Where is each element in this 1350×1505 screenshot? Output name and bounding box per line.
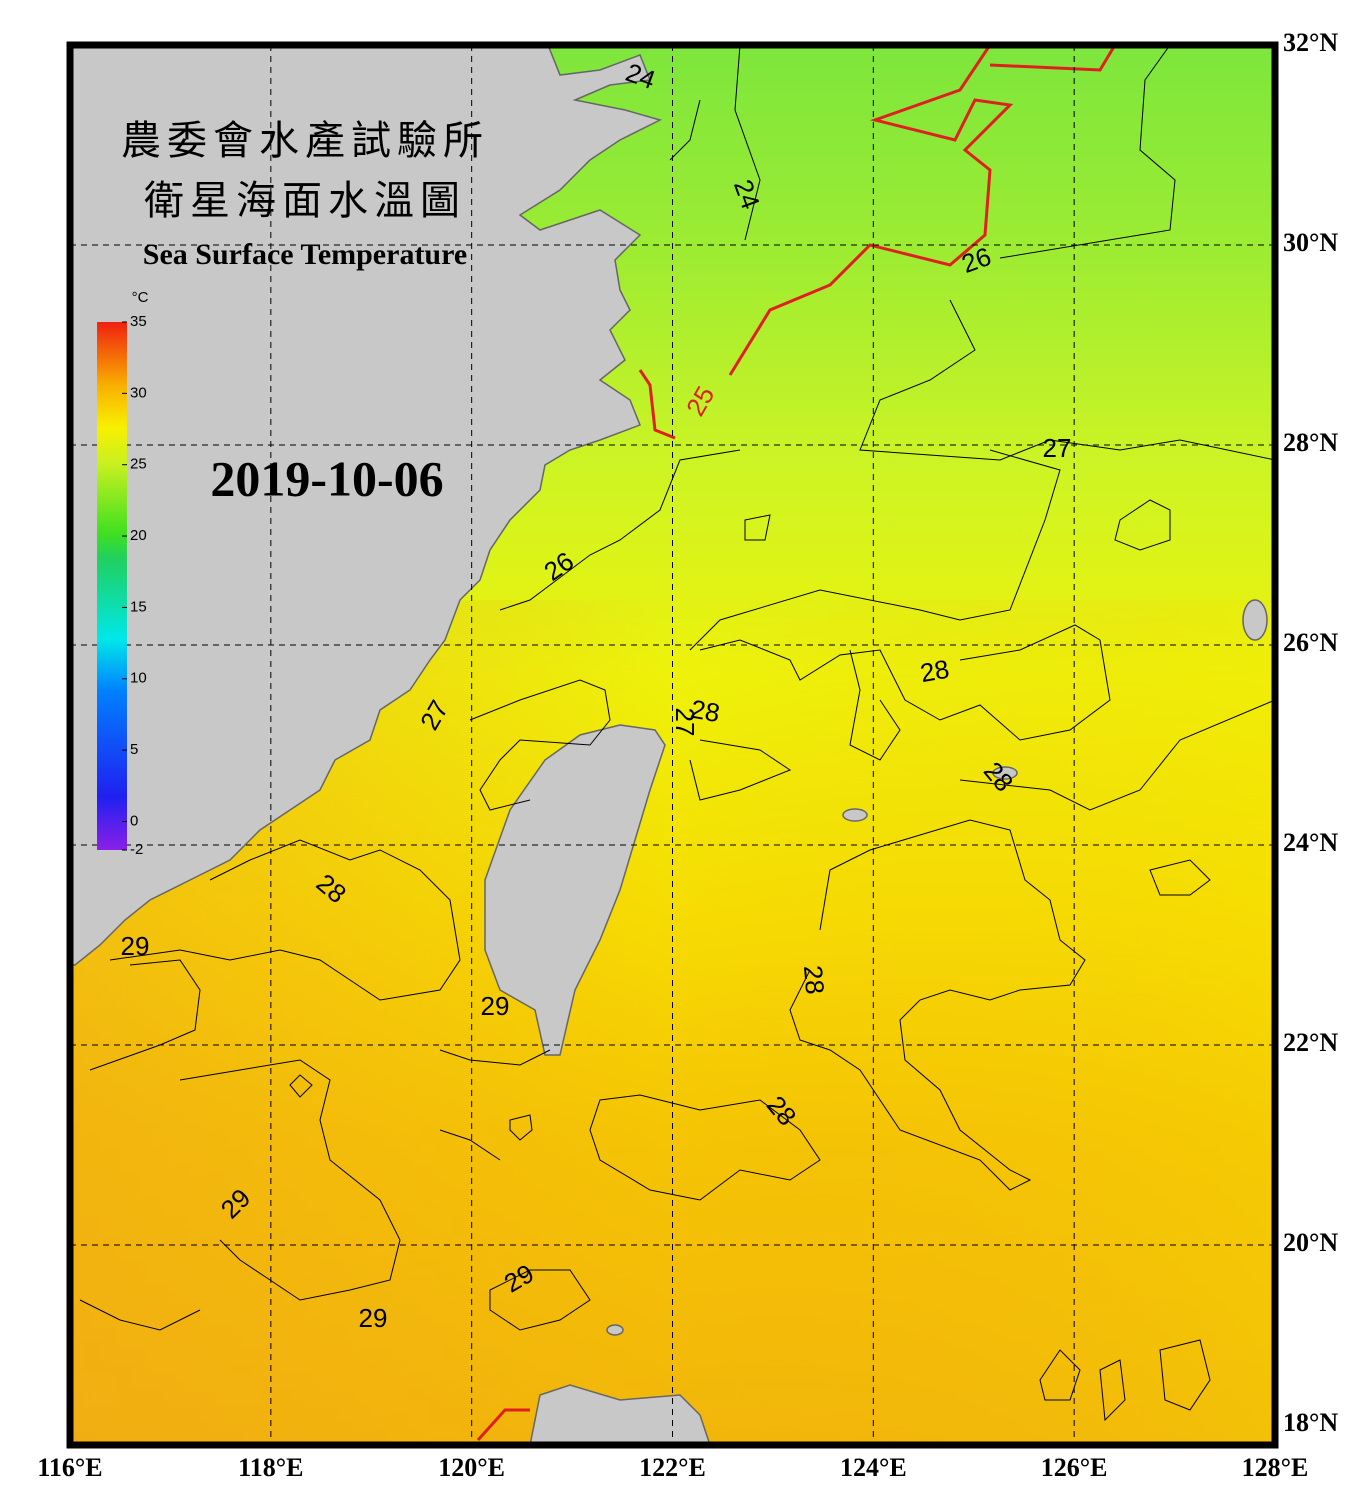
colorbar-unit: °C bbox=[132, 289, 149, 306]
colorbar-tick-label: 0 bbox=[130, 812, 138, 829]
title-en: Sea Surface Temperature bbox=[143, 238, 467, 271]
colorbar-tick-label: 15 bbox=[130, 598, 147, 615]
contour-label: 27 bbox=[670, 708, 700, 737]
x-tick-label: 128°E bbox=[1242, 1453, 1309, 1482]
taiwan-land bbox=[484, 724, 666, 1056]
x-tick-label: 116°E bbox=[37, 1453, 102, 1482]
y-tick-label: 28°N bbox=[1283, 428, 1338, 457]
contour-label: 29 bbox=[121, 931, 150, 961]
colorbar-tick-label: 35 bbox=[130, 313, 147, 330]
contour-25 bbox=[476, 45, 1117, 1442]
contour-label: 29 bbox=[481, 991, 510, 1021]
contour-label: 28 bbox=[798, 964, 830, 995]
colorbar-tick-label: 10 bbox=[130, 670, 147, 687]
contour-label: 28 bbox=[918, 654, 952, 689]
colorbar-tick-label: 30 bbox=[130, 384, 147, 401]
title-zh-1: 農委會水產試驗所 bbox=[121, 118, 489, 163]
luzon-land bbox=[529, 1384, 711, 1445]
axis-labels: 116°E 118°E 120°E 122°E 124°E 126°E 128°E 18°N 2… bbox=[37, 28, 1338, 1482]
colorbar bbox=[97, 322, 127, 850]
map-frame bbox=[66, 41, 1279, 1449]
title-zh-2: 衛星海面水溫圖 bbox=[144, 178, 466, 223]
contour-label: 28 bbox=[689, 694, 723, 729]
y-tick-label: 26°N bbox=[1283, 628, 1338, 657]
x-tick-label: 120°E bbox=[438, 1453, 505, 1482]
x-tick-label: 124°E bbox=[840, 1453, 907, 1482]
y-tick-label: 22°N bbox=[1283, 1028, 1338, 1057]
y-tick-label: 20°N bbox=[1283, 1228, 1338, 1257]
y-tick-label: 30°N bbox=[1283, 228, 1338, 257]
y-tick-label: 18°N bbox=[1283, 1408, 1338, 1437]
date: 2019-10-06 bbox=[210, 450, 443, 506]
y-tick-label: 32°N bbox=[1283, 28, 1338, 57]
y-tick-label: 24°N bbox=[1283, 828, 1338, 857]
x-tick-label: 126°E bbox=[1041, 1453, 1108, 1482]
colorbar-tick-label: -2 bbox=[130, 841, 143, 858]
china-land bbox=[70, 45, 663, 966]
grid bbox=[70, 45, 1275, 1445]
colorbar-tick-label: 20 bbox=[130, 527, 147, 544]
x-tick-label: 122°E bbox=[639, 1453, 706, 1482]
colorbar-ticks: 35 30 25 20 15 10 5 0 -2 bbox=[122, 313, 147, 858]
contour-label: 29 bbox=[359, 1303, 388, 1333]
contour-label: 27 bbox=[1043, 433, 1072, 463]
islands bbox=[606, 599, 1268, 1336]
x-tick-label: 118°E bbox=[238, 1453, 303, 1482]
colorbar-tick-label: 5 bbox=[130, 741, 138, 758]
colorbar-tick-label: 25 bbox=[130, 456, 147, 473]
